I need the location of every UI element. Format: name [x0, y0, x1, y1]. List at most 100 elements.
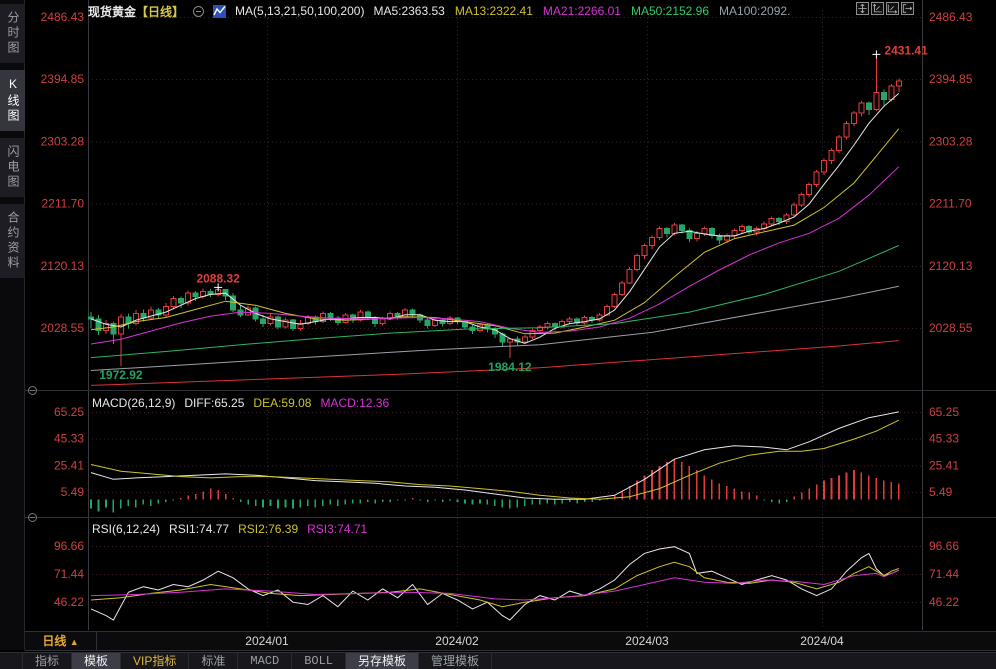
ma-line-MA21	[90, 166, 900, 345]
axis-label: 46.22	[54, 595, 84, 609]
axis-label: 2394.85	[41, 72, 85, 86]
ma-line-MA200	[90, 340, 899, 386]
axis-label: 71.44	[54, 567, 84, 581]
date-axis: 日线 ▲ 2024/01 2024/02 2024/03 2024/04	[25, 631, 996, 651]
toolbar-tab-7[interactable]: 管理模板	[419, 653, 493, 669]
axis-label: 46.22	[929, 595, 959, 609]
sidebar: 分时图 K线图闪电图合约资料	[0, 0, 25, 650]
axis-label: 65.25	[54, 405, 84, 419]
axis-label: 1972.92	[99, 368, 143, 382]
date-label: 2024/03	[625, 634, 669, 648]
rsi-pane	[90, 546, 899, 621]
rsi-pane-collapse-icon[interactable]	[28, 513, 37, 522]
sidebar-tab-1[interactable]: K线图	[0, 70, 25, 131]
ma-value-4: MA100:2092.	[719, 4, 791, 18]
rsi-title: RSI(6,12,24)	[92, 522, 161, 536]
ma-values: MA5:2363.53 MA13:2322.41 MA21:2266.01 MA50:…	[373, 4, 790, 18]
macd-macd-value: MACD:12.36	[320, 396, 390, 410]
ma-line-MA50	[90, 245, 899, 359]
macd-title: MACD(26,12,9)	[92, 396, 176, 410]
axis-scale-right-icon[interactable]	[886, 2, 899, 15]
chart-header: 现货黄金【日线】 MA(5,13,21,50,100,200) MA5:2363…	[88, 3, 790, 19]
axis-label: 45.33	[54, 432, 84, 446]
period-selector[interactable]: 日线 ▲	[25, 632, 97, 650]
axis-label: 2303.28	[929, 134, 973, 148]
axis-label: 71.44	[929, 567, 959, 581]
ma-value-1: MA13:2322.41	[454, 4, 533, 18]
rsi3-value: RSI3:74.71	[307, 522, 368, 536]
toolbar-tab-1[interactable]: 模板	[72, 653, 122, 669]
toolbar-tab-4[interactable]: MACD	[238, 653, 293, 669]
period-label: 日线	[42, 634, 67, 648]
toolbar-tab-6[interactable]: 另存模板	[346, 653, 420, 669]
chart-type-icon[interactable]	[213, 4, 227, 18]
sidebar-tab-2[interactable]: 闪电图	[0, 138, 25, 197]
macd-diff-value: DIFF:65.25	[184, 396, 245, 410]
axis-label: 2120.13	[41, 259, 85, 273]
bottom-toolbar: 指标 模板 VIP指标 标准 MACD BOLL 另存模板 管理模板	[0, 652, 996, 669]
axis-label: 5.49	[929, 485, 953, 499]
ma-line-MA13	[90, 128, 900, 335]
rsi1-value: RSI1:74.77	[169, 522, 230, 536]
axis-label: 2486.43	[929, 10, 973, 24]
date-label: 2024/01	[245, 634, 289, 648]
rsi-line-rsi2_points	[90, 561, 899, 608]
axis-label: 2394.85	[929, 72, 973, 86]
axis-label: 2120.13	[929, 259, 973, 273]
rsi-line-rsi3_points	[90, 569, 899, 601]
axis-label: 96.66	[54, 539, 84, 553]
price-pane-candles	[88, 54, 902, 366]
toolbar-tab-5[interactable]: BOLL	[292, 653, 347, 669]
rsi2-value: RSI2:76.39	[238, 522, 299, 536]
sidebar-tab-3[interactable]: 合约资料	[0, 204, 25, 278]
axis-label: 2431.41	[884, 43, 928, 57]
axis-label: 2486.43	[41, 10, 85, 24]
date-label: 2024/02	[435, 634, 479, 648]
rsi-line-rsi1_points	[90, 546, 899, 621]
price-pane-ma-lines	[90, 93, 900, 386]
macd-line-diff_points	[90, 411, 899, 500]
ma-value-0: MA5:2363.53	[373, 4, 445, 18]
axis-label: 2028.55	[41, 321, 85, 335]
move-icon[interactable]	[856, 2, 869, 15]
axis-label: 5.49	[61, 485, 85, 499]
toolbar-tab-3[interactable]: 标准	[189, 653, 239, 669]
axis-labels: 2486.43 2486.43 2394.85 2394.85 2303.28 2303.…	[41, 10, 973, 609]
axis-label: 2211.70	[929, 197, 972, 211]
axis-scale-up-icon[interactable]	[871, 2, 884, 15]
toolbar-tab-2[interactable]: VIP指标	[121, 653, 190, 669]
axis-label: 45.33	[929, 432, 959, 446]
macd-pane-collapse-icon[interactable]	[28, 386, 37, 395]
date-label: 2024/04	[800, 634, 844, 648]
ma-value-2: MA21:2266.01	[542, 4, 621, 18]
sidebar-tab-0[interactable]: 分时图	[0, 4, 25, 63]
symbol-title: 现货黄金【日线】	[88, 3, 184, 20]
axis-label: 2211.70	[42, 197, 85, 211]
axis-label: 25.41	[929, 458, 959, 472]
macd-dea-value: DEA:59.08	[253, 396, 312, 410]
detach-window-icon[interactable]	[901, 2, 914, 15]
axis-label: 2303.28	[41, 134, 85, 148]
ma-line-MA5	[90, 93, 900, 344]
window-icons	[856, 2, 914, 15]
toolbar-tab-0[interactable]: 指标	[22, 653, 73, 669]
pane-borders	[25, 0, 996, 630]
collapse-pane-icon[interactable]	[193, 5, 205, 17]
axis-label: 25.41	[54, 458, 84, 472]
ma-value-3: MA50:2152.96	[630, 4, 710, 18]
ma-group-label: MA(5,13,21,50,100,200)	[235, 4, 365, 18]
symbol-name: 现货黄金	[88, 4, 137, 19]
period-tag: 【日线】	[136, 4, 185, 19]
axis-label: 2028.55	[929, 321, 973, 335]
macd-pane	[90, 411, 900, 513]
period-arrow-icon: ▲	[69, 637, 79, 647]
ma-line-MA100	[90, 285, 899, 371]
axis-label: 2088.32	[196, 271, 240, 285]
macd-header: MACD(26,12,9) DIFF:65.25 DEA:59.08 MACD:…	[92, 396, 389, 410]
axis-label: 1984.12	[488, 360, 532, 374]
axis-label: 65.25	[929, 405, 959, 419]
rsi-header: RSI(6,12,24) RSI1:74.77 RSI2:76.39 RSI3:…	[92, 522, 367, 536]
macd-line-dea_points	[90, 419, 900, 500]
